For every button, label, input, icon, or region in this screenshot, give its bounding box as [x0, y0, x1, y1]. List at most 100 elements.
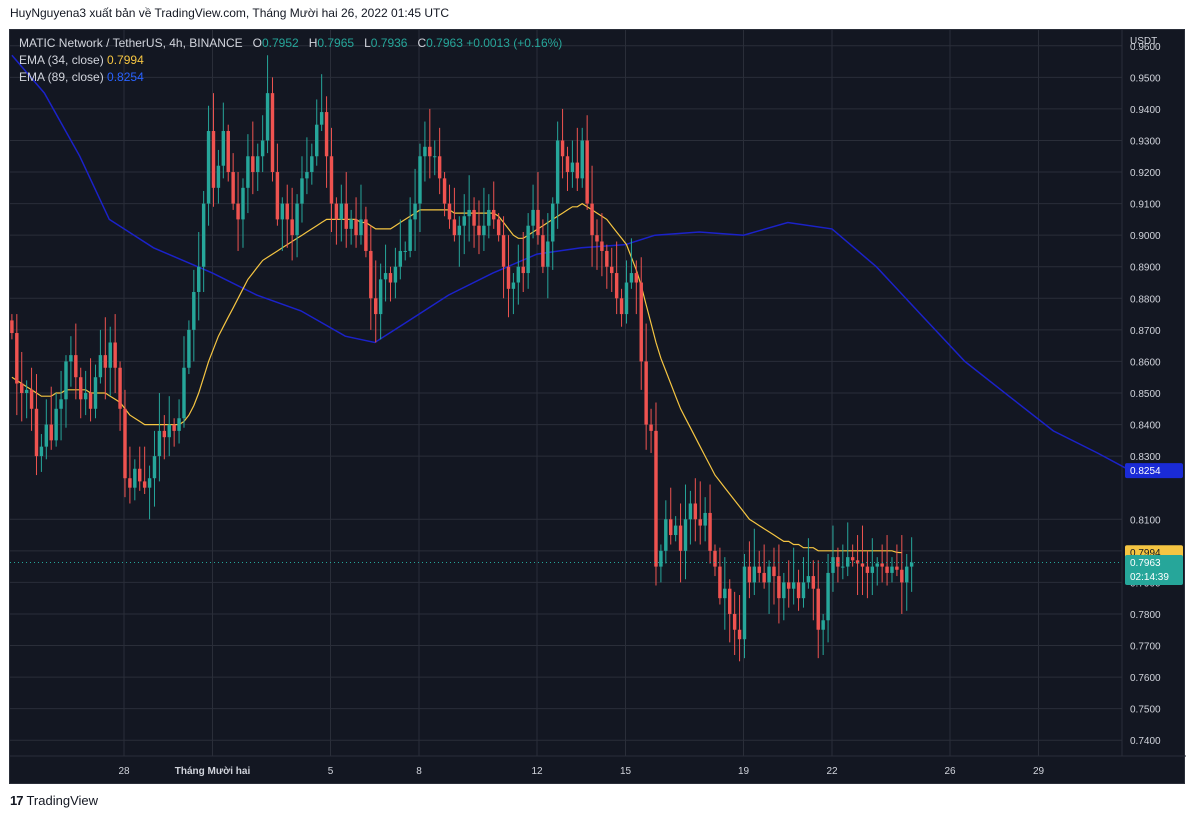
last-price-badge-bg — [1125, 555, 1183, 586]
candle-body — [678, 525, 683, 551]
price-tick-label: 0.8100 — [1130, 515, 1161, 526]
candle-body — [152, 456, 157, 479]
candle-body — [909, 562, 914, 567]
candle-body — [595, 235, 599, 242]
time-axis[interactable]: 28 Tháng Mười hai 5 8 12 15 19 22 26 29 — [118, 766, 1044, 777]
ema34-row[interactable]: EMA (34, close) 0.7994 — [19, 52, 562, 69]
candle-body — [614, 273, 619, 299]
price-tick-label: 0.8700 — [1130, 326, 1161, 337]
publisher-line: HuyNguyena3 xuất bản về TradingView.com,… — [10, 6, 450, 20]
candle-body — [703, 512, 707, 526]
candle-body — [649, 424, 653, 431]
candle-body — [565, 156, 570, 173]
candle-body — [846, 557, 850, 567]
candle-body — [270, 93, 275, 173]
candle-body — [265, 93, 270, 141]
candle-body — [79, 377, 83, 400]
candle-body — [747, 566, 752, 583]
candle-body — [315, 124, 319, 157]
time-tick-label: 28 — [118, 766, 130, 777]
candle-body — [319, 112, 324, 125]
time-tick-label: 29 — [1033, 766, 1045, 777]
candle-body — [344, 203, 348, 229]
price-tick-label: 0.8900 — [1130, 263, 1161, 274]
candle-body — [177, 418, 181, 431]
candle-body — [142, 481, 147, 488]
candle-body — [806, 576, 811, 583]
price-tick-label: 0.9400 — [1130, 105, 1161, 116]
candle-body — [398, 250, 403, 267]
candle-body — [305, 172, 309, 179]
candle-body — [408, 219, 412, 251]
candle-body — [428, 146, 432, 157]
candle-body — [516, 266, 521, 283]
candle-body — [683, 519, 688, 551]
candle-body — [634, 273, 639, 283]
candle-body — [433, 156, 437, 158]
candle-body — [482, 225, 486, 236]
candle-body — [610, 266, 614, 274]
candle-body — [118, 367, 122, 409]
ema-89-path — [11, 54, 1128, 470]
candle-body — [693, 503, 698, 520]
ema89-row[interactable]: EMA (89, close) 0.8254 — [19, 69, 562, 86]
candle-body — [511, 282, 516, 289]
candle-body — [236, 203, 240, 220]
candle-body — [339, 203, 344, 220]
tradingview-logo[interactable]: 17 TradingView — [10, 793, 98, 808]
time-tick-label: 19 — [738, 766, 750, 777]
ema34-value: 0.7994 — [107, 53, 144, 67]
close-value: 0.7963 — [426, 36, 463, 50]
candle-body — [580, 140, 584, 179]
candle-body — [256, 156, 260, 173]
candle-body — [472, 209, 476, 226]
candle-body — [742, 566, 747, 640]
price-tick-label: 0.9300 — [1130, 136, 1161, 147]
last-price-badge-text: 0.7963 — [1130, 558, 1161, 569]
price-tick-label: 0.7700 — [1130, 642, 1161, 653]
candle-body — [378, 279, 383, 315]
candle-body — [905, 566, 909, 583]
candle-body — [64, 361, 68, 400]
candle-body — [34, 408, 39, 457]
candle-body — [285, 203, 289, 220]
candle-body — [732, 613, 737, 630]
candle-body — [324, 112, 329, 157]
price-tick-label: 0.8300 — [1130, 452, 1161, 463]
time-tick-label: 5 — [328, 766, 334, 777]
ema-34-path — [11, 202, 902, 554]
candle-body — [767, 566, 771, 583]
candle-body — [44, 424, 49, 447]
candle-body — [555, 140, 560, 204]
candle-body — [349, 219, 353, 229]
candle-body — [113, 342, 117, 368]
candle-body — [54, 408, 58, 441]
candle-body — [782, 582, 786, 599]
open-value: 0.7952 — [261, 36, 299, 50]
candle-body — [496, 219, 501, 236]
ema89-label: EMA (89, close) — [19, 70, 104, 84]
candle-body — [841, 566, 845, 568]
ema-89-line — [11, 54, 1128, 470]
candle-body — [723, 588, 727, 599]
candle-body — [531, 209, 535, 226]
candle-body — [673, 525, 678, 536]
candle-body — [10, 320, 14, 334]
candle-body — [752, 566, 757, 583]
candle-body — [133, 468, 137, 488]
candle-body — [354, 219, 358, 236]
candle-body — [590, 203, 594, 236]
candle-body — [659, 550, 663, 567]
candle-body — [369, 250, 373, 299]
candle-body — [201, 203, 206, 267]
symbol-label: MATIC Network / TetherUS, 4h, BINANCE — [19, 36, 243, 50]
candle-body — [231, 172, 235, 204]
candle-body — [423, 146, 427, 157]
candle-body — [605, 250, 609, 267]
candle-body — [393, 266, 398, 283]
chart-panel[interactable]: USDT 0.9600 0.9500 0.9400 0.9300 0.9200 0.9100… — [9, 29, 1186, 785]
candle-body — [88, 393, 93, 409]
candle-body — [462, 216, 466, 226]
